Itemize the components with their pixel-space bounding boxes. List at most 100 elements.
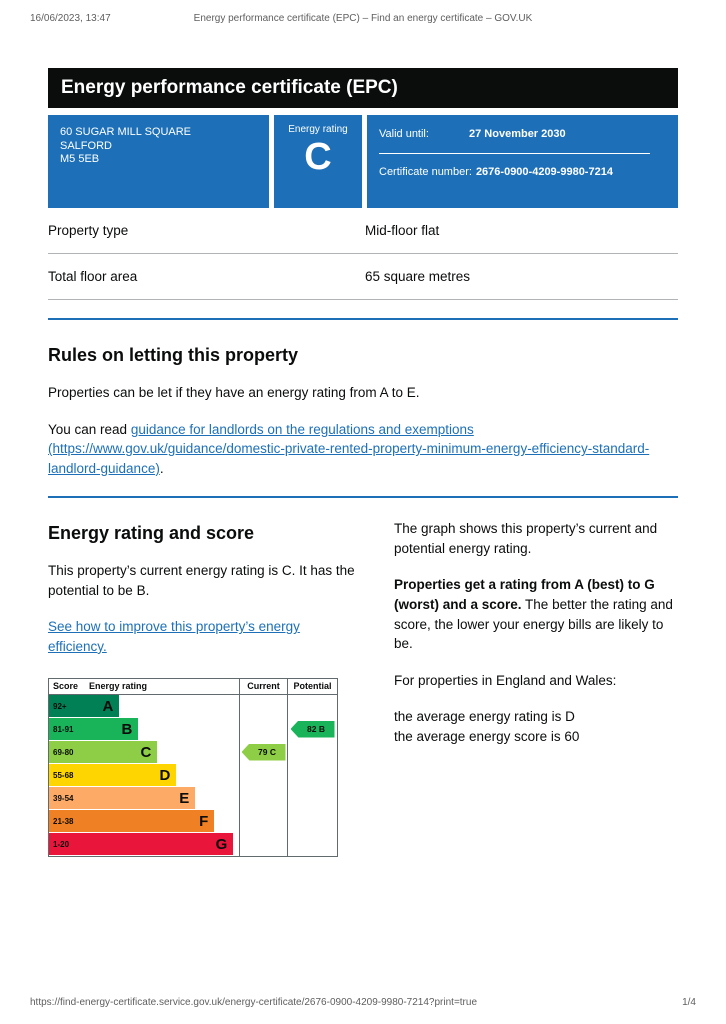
- section-divider: [48, 496, 678, 499]
- band-letter: D: [159, 766, 171, 784]
- epc-band-row: 39-54 E: [49, 786, 337, 810]
- column-gap: [358, 498, 394, 856]
- band-b: 81-91 B: [49, 718, 139, 740]
- potential-cell: [287, 786, 337, 810]
- current-rating-marker: 79 C: [241, 743, 286, 761]
- band-score-label: 55-68: [53, 770, 74, 780]
- energy-rating-letter: C: [304, 136, 332, 178]
- epc-rating-chart: Score Energy rating Current Potential 92…: [48, 677, 338, 857]
- band-letter: F: [199, 812, 209, 830]
- average-values: the average energy rating is D the avera…: [394, 707, 678, 746]
- potential-cell: [287, 694, 337, 718]
- potential-cell: [287, 809, 337, 833]
- letting-rules-section: Rules on letting this property Propertie…: [48, 345, 678, 478]
- band-score-label: 1-20: [53, 839, 70, 849]
- property-address: 60 SUGAR MILL SQUARE SALFORD M5 5EB: [48, 115, 269, 208]
- validity-box: Valid until: 27 November 2030 Certificat…: [367, 115, 678, 208]
- band-letter: E: [179, 789, 190, 807]
- band-letter: B: [121, 720, 133, 738]
- valid-until-row: Valid until: 27 November 2030: [379, 128, 678, 140]
- browser-print-footer: https://find-energy-certificate.service.…: [30, 997, 696, 1008]
- band-score-label: 81-91: [53, 724, 74, 734]
- band-letter: G: [215, 835, 228, 853]
- band-letter: C: [140, 743, 152, 761]
- rating-score-heading: Energy rating and score: [48, 523, 255, 544]
- average-score-line: the average energy score is 60: [394, 728, 580, 744]
- band-area-f: 21-38 F: [49, 810, 239, 833]
- current-cell: [239, 763, 287, 787]
- graph-description-1: The graph shows this property’s current …: [394, 521, 658, 556]
- address-line-3: M5 5EB: [60, 153, 100, 165]
- epc-band-row: 1-20 G: [49, 832, 337, 856]
- graph-description-2: Properties get a rating from A (best) to…: [394, 575, 678, 653]
- certificate-number-label: Certificate number:: [379, 166, 472, 178]
- epc-band-row: 55-68 D: [49, 763, 337, 787]
- band-area-d: 55-68 D: [49, 764, 239, 787]
- epc-chart-header: Score Energy rating Current Potential: [49, 678, 337, 695]
- table-row: Total floor area 65 square metres: [48, 254, 678, 300]
- band-e: 39-54 E: [49, 787, 196, 809]
- improve-efficiency-link[interactable]: See how to improve this property’s energ…: [48, 619, 300, 654]
- current-cell: 79 C: [239, 740, 287, 764]
- energy-rating-box: Energy rating C: [274, 115, 362, 208]
- floor-area-label: Total floor area: [48, 269, 138, 284]
- band-score-label: 69-80: [53, 747, 74, 757]
- potential-cell: [287, 832, 337, 856]
- browser-print-header: 16/06/2023, 13:47 Energy performance cer…: [0, 13, 726, 27]
- energy-rating-label: Energy rating: [288, 124, 348, 135]
- certificate-number-value: 2676-0900-4209-9980-7214: [475, 166, 613, 178]
- chart-header-rating: Energy rating: [89, 681, 148, 691]
- epc-band-row: 21-38 F: [49, 809, 337, 833]
- address-line-2: SALFORD: [60, 139, 112, 152]
- current-cell: [239, 694, 287, 718]
- band-f: 21-38 F: [49, 810, 215, 832]
- graph-description-2-bold: Properties get a rating from A (best) to…: [394, 577, 655, 612]
- current-rating-text: This property’s current energy rating is…: [48, 563, 355, 598]
- property-summary-table: Property type Mid-floor flat Total floor…: [48, 208, 678, 300]
- chart-header-potential: Potential: [287, 678, 337, 694]
- rating-score-right-column: The graph shows this property’s current …: [394, 498, 678, 856]
- average-rating-line: the average energy rating is D: [394, 709, 575, 725]
- letting-rules-heading: Rules on letting this property: [48, 345, 299, 365]
- print-document-title: Energy performance certificate (EPC) – F…: [193, 13, 533, 24]
- epc-chart-rows: 92+ A 81-91 B 82 B 69-80 C 79 C 55-68 D 39-54 E 21-3…: [49, 694, 337, 856]
- letting-rules-paragraph: Properties can be let if they have an en…: [48, 385, 420, 400]
- chart-header-current: Current: [239, 678, 287, 694]
- band-area-c: 69-80 C: [49, 741, 239, 764]
- band-area-a: 92+ A: [49, 695, 239, 718]
- chart-header-band-area: Score Energy rating: [49, 679, 239, 694]
- valid-until-label: Valid until:: [379, 128, 429, 140]
- graph-description-3: For properties in England and Wales:: [394, 672, 617, 688]
- floor-area-value: 65 square metres: [365, 269, 471, 284]
- epc-summary-banner: 60 SUGAR MILL SQUARE SALFORD M5 5EB Ener…: [48, 115, 678, 208]
- band-score-label: 92+: [53, 701, 67, 711]
- current-cell: [239, 786, 287, 810]
- potential-rating-marker: 82 B: [290, 720, 335, 738]
- potential-cell: [287, 740, 337, 764]
- print-url: https://find-energy-certificate.service.…: [30, 997, 478, 1008]
- band-area-e: 39-54 E: [49, 787, 239, 810]
- validity-divider: [379, 153, 650, 154]
- section-divider: [48, 318, 678, 320]
- graph-description-2-rest: The better the rating and score, the low…: [394, 596, 673, 652]
- property-type-value: Mid-floor flat: [365, 223, 440, 238]
- current-cell: [239, 717, 287, 741]
- guidance-text-prefix: You can read: [48, 421, 131, 437]
- address-line-1: 60 SUGAR MILL SQUARE: [60, 126, 192, 138]
- page-content: Energy performance certificate (EPC) 60 …: [48, 68, 678, 857]
- print-page-number: 1/4: [682, 997, 696, 1008]
- current-cell: [239, 832, 287, 856]
- rating-score-left-column: Energy rating and score This property’s …: [48, 498, 358, 857]
- band-a: 92+ A: [49, 695, 120, 717]
- chart-header-score: Score: [53, 681, 79, 691]
- landlord-guidance-link[interactable]: guidance for landlords on the regulation…: [48, 421, 650, 476]
- band-letter: A: [102, 697, 114, 715]
- potential-cell: 82 B: [287, 717, 337, 741]
- epc-band-row: 69-80 C 79 C: [49, 740, 337, 764]
- band-score-label: 21-38: [53, 816, 74, 826]
- epc-band-row: 81-91 B 82 B: [49, 717, 337, 741]
- current-cell: [239, 809, 287, 833]
- band-area-g: 1-20 G: [49, 833, 239, 856]
- guidance-text-suffix: .: [159, 460, 164, 476]
- letting-guidance-paragraph: You can read guidance for landlords on t…: [48, 420, 678, 479]
